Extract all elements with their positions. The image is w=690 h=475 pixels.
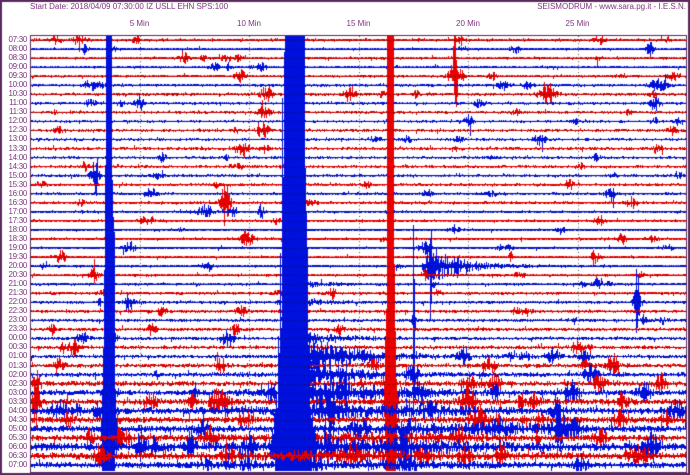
time-label: 06:00	[8, 441, 27, 451]
time-label: 00:30	[8, 342, 27, 352]
time-label: 12:00	[8, 116, 27, 126]
time-label: 01:30	[8, 360, 27, 370]
time-label: 02:30	[8, 378, 27, 388]
app-credit-label: SEISMODRUM - www.sara.pg.it - I.E.S.N.	[537, 2, 686, 11]
time-label: 18:30	[8, 233, 27, 243]
time-label: 12:30	[8, 125, 27, 135]
time-label: 08:00	[8, 44, 27, 54]
start-date-label: Start Date: 2018/04/09 07:30:00 IZ USLL …	[30, 2, 229, 11]
time-label: 00:00	[8, 333, 27, 343]
time-label: 09:00	[8, 62, 27, 72]
time-label: 22:00	[8, 297, 27, 307]
time-label: 05:00	[8, 423, 27, 433]
time-label: 01:00	[8, 351, 27, 361]
time-label: 10:00	[8, 80, 27, 90]
time-label: 19:30	[8, 252, 27, 262]
time-label: 21:30	[8, 288, 27, 298]
time-label: 15:30	[8, 179, 27, 189]
time-label: 16:00	[8, 188, 27, 198]
minute-mark-label: 10 Min	[236, 19, 262, 28]
time-label: 17:30	[8, 215, 27, 225]
time-label: 04:00	[8, 405, 27, 415]
time-label: 10:30	[8, 89, 27, 99]
time-label: 04:30	[8, 414, 27, 424]
minute-mark-label: 25 Min	[565, 19, 590, 28]
time-label: 03:00	[8, 387, 27, 397]
time-label: 20:00	[8, 261, 27, 271]
time-label: 05:30	[8, 432, 27, 442]
time-label: 07:00	[8, 460, 27, 469]
time-label: 02:00	[8, 369, 27, 379]
time-label: 23:30	[8, 324, 27, 334]
time-label: 14:00	[8, 152, 27, 162]
time-label: 07:30	[8, 35, 27, 44]
time-label: 03:30	[8, 396, 27, 406]
time-label: 19:00	[8, 242, 27, 252]
time-label: 23:00	[8, 315, 27, 325]
time-label: 13:00	[8, 134, 27, 144]
time-label: 18:00	[8, 224, 27, 234]
time-label: 08:30	[8, 53, 27, 63]
minute-mark-label: 20 Min	[455, 19, 481, 28]
time-label: 11:00	[9, 98, 27, 108]
time-label: 06:30	[8, 450, 27, 460]
time-label: 16:30	[8, 197, 27, 207]
time-label: 21:00	[8, 279, 27, 289]
time-label: 15:00	[8, 170, 27, 180]
time-label: 13:30	[8, 143, 27, 153]
minute-mark-label: 5 Min	[129, 19, 150, 28]
time-label: 14:30	[8, 161, 27, 171]
minute-mark-label: 15 Min	[346, 19, 371, 28]
time-label: 09:30	[8, 71, 27, 81]
time-label: 20:30	[8, 270, 27, 280]
time-label: 17:00	[8, 206, 27, 216]
time-label: 22:30	[8, 306, 27, 316]
time-label: 11:30	[9, 107, 27, 117]
